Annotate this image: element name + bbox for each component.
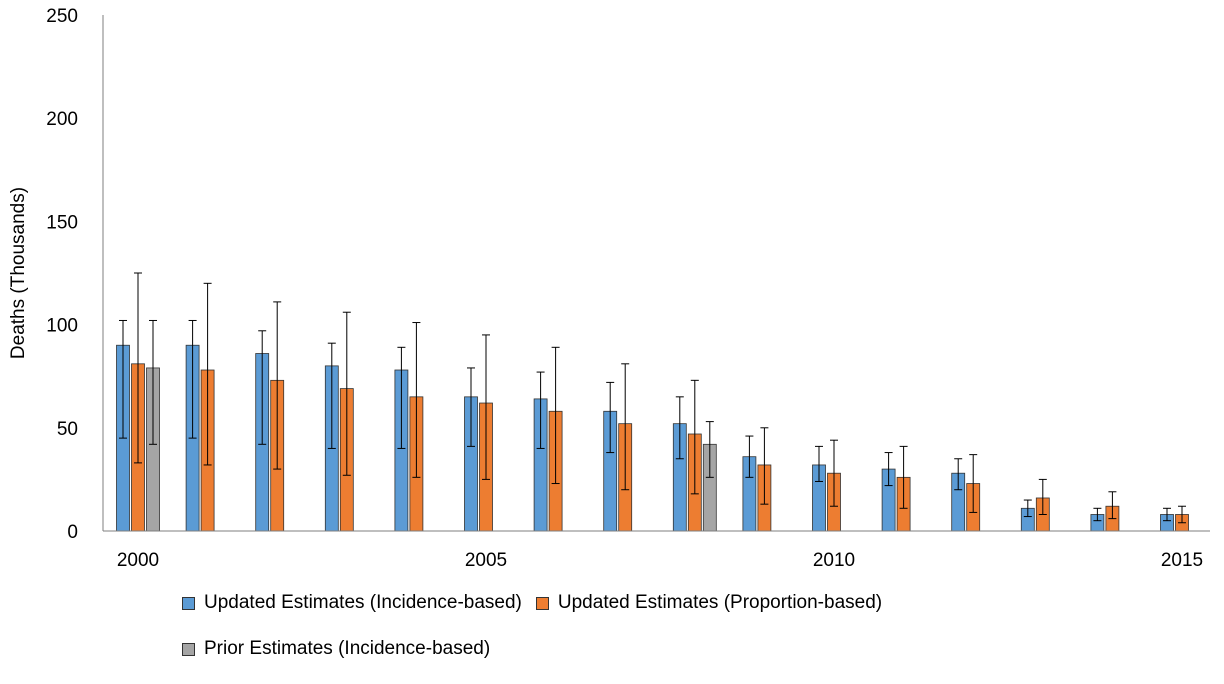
error-bar: [1093, 507, 1102, 522]
error-bar: [690, 379, 699, 495]
error-bar: [273, 301, 282, 470]
error-bar: [830, 439, 838, 507]
error-bar: [884, 452, 893, 487]
y-axis-ticks: 0 50 100 150 200 250: [46, 6, 78, 543]
error-bar: [188, 319, 197, 439]
y-tick-label: 100: [46, 316, 78, 337]
legend-item-prior: Prior Estimates (Incidence-based): [182, 638, 490, 660]
x-axis-ticks: 2000 2005 2010 2015: [117, 550, 1203, 571]
legend-row-2: Prior Estimates (Incidence-based): [182, 638, 1082, 660]
y-tick-label: 150: [46, 212, 78, 233]
y-axis-title: Deaths (Thousands): [8, 187, 29, 359]
error-bar: [675, 396, 684, 460]
x-tick-label: 2000: [117, 550, 159, 571]
y-tick-label: 250: [46, 6, 78, 27]
error-bar: [705, 421, 714, 478]
error-bars-layer: [119, 272, 1186, 524]
error-bar: [621, 363, 630, 491]
legend-swatch-incidence: [182, 596, 195, 610]
legend-label-prior: Prior Estimates (Incidence-based): [204, 638, 491, 659]
error-bar: [119, 319, 127, 439]
legend-label-proportion: Updated Estimates (Proportion-based): [557, 592, 883, 613]
y-tick-label: 200: [46, 109, 78, 130]
error-bar: [203, 282, 212, 466]
bar-chart: 0 50 100 150 200 250 2000 2005 2010 2015 Deaths …: [8, 6, 1210, 571]
error-bar: [760, 427, 769, 505]
error-bar: [482, 334, 490, 480]
legend-item-proportion: Updated Estimates (Proportion-based): [535, 592, 883, 614]
error-bar: [1108, 491, 1117, 520]
error-bar: [536, 371, 545, 449]
error-bar: [1038, 478, 1047, 515]
error-bar: [397, 346, 406, 449]
error-bar: [1178, 505, 1186, 524]
legend-swatch-proportion: [535, 596, 549, 610]
error-bar: [954, 458, 963, 491]
error-bar: [551, 346, 560, 485]
x-tick-label: 2015: [1161, 550, 1203, 571]
legend-label-incidence: Updated Estimates (Incidence-based): [204, 592, 522, 613]
legend-row-1: Updated Estimates (Incidence-based) Upda…: [182, 592, 1082, 614]
error-bar: [969, 454, 978, 513]
error-bar: [745, 435, 754, 478]
error-bar: [412, 322, 421, 478]
error-bar: [258, 330, 267, 445]
error-bar: [899, 445, 908, 509]
error-bar: [342, 311, 351, 476]
error-bar: [1023, 499, 1032, 518]
error-bar: [149, 319, 157, 445]
x-tick-label: 2005: [465, 550, 507, 571]
y-tick-label: 0: [67, 522, 78, 543]
error-bar: [1163, 507, 1171, 522]
legend-swatch-prior: [182, 642, 195, 656]
legend-item-incidence: Updated Estimates (Incidence-based): [182, 592, 522, 614]
x-tick-label: 2010: [813, 550, 855, 571]
error-bar: [327, 342, 336, 449]
legend: Updated Estimates (Incidence-based) Upda…: [182, 592, 1082, 684]
y-tick-label: 50: [57, 419, 78, 440]
error-bar: [467, 367, 475, 447]
error-bar: [606, 381, 615, 454]
error-bar: [815, 445, 823, 482]
error-bar: [134, 272, 142, 464]
